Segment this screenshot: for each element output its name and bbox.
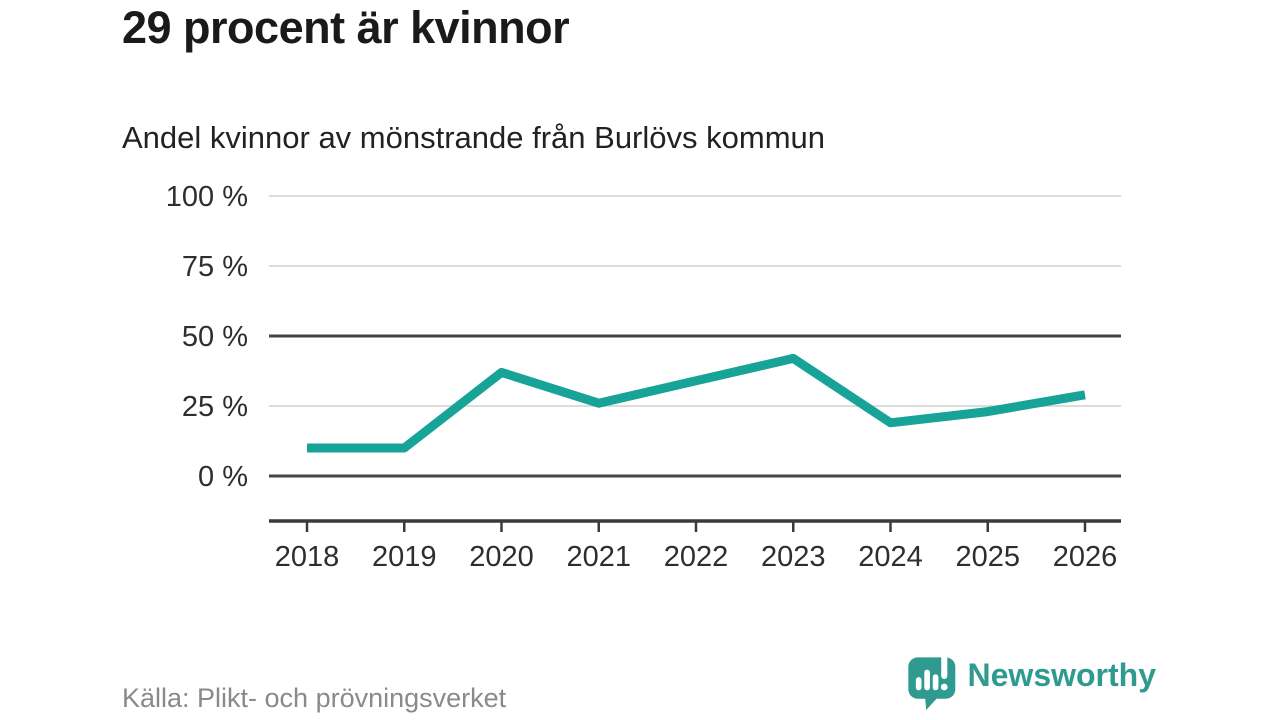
- exclamation-stem: [940, 650, 947, 679]
- bar-chart-bar-3: [932, 674, 938, 691]
- x-tick-label-2022: 2022: [664, 541, 729, 573]
- x-tick-label-2021: 2021: [566, 541, 631, 573]
- chart-title: 29 procent är kvinnor: [122, 2, 570, 53]
- x-tick-label-2019: 2019: [372, 541, 437, 573]
- newsworthy-logo: Newsworthy: [902, 648, 1156, 710]
- x-tick-label-2024: 2024: [858, 541, 923, 573]
- y-tick-label-100: 100 %: [166, 181, 248, 213]
- bar-chart-bar-2: [923, 669, 930, 691]
- speech-bubble-shape: [907, 657, 955, 710]
- x-tick-label-2018: 2018: [275, 541, 340, 573]
- exclamation-dot: [940, 683, 948, 691]
- newsworthy-wordmark: Newsworthy: [967, 657, 1156, 693]
- x-tick-label-2023: 2023: [761, 541, 826, 573]
- y-tick-label-25: 25 %: [182, 391, 248, 423]
- x-tick-label-2020: 2020: [469, 541, 534, 573]
- newsworthy-logo-icon: [907, 650, 955, 710]
- x-tick-label-2025: 2025: [955, 541, 1020, 573]
- data-series-line: [307, 353, 1086, 453]
- y-tick-label-50: 50 %: [182, 321, 248, 353]
- source-note: Källa: Plikt- och prövningsverket: [122, 683, 507, 713]
- bar-chart-bar-1: [915, 677, 922, 691]
- x-tick-label-2026: 2026: [1053, 541, 1118, 573]
- y-tick-label-75: 75 %: [182, 251, 248, 283]
- chart-subtitle: Andel kvinnor av mönstrande från Burlövs…: [122, 120, 825, 155]
- y-tick-label-0: 0 %: [198, 461, 248, 493]
